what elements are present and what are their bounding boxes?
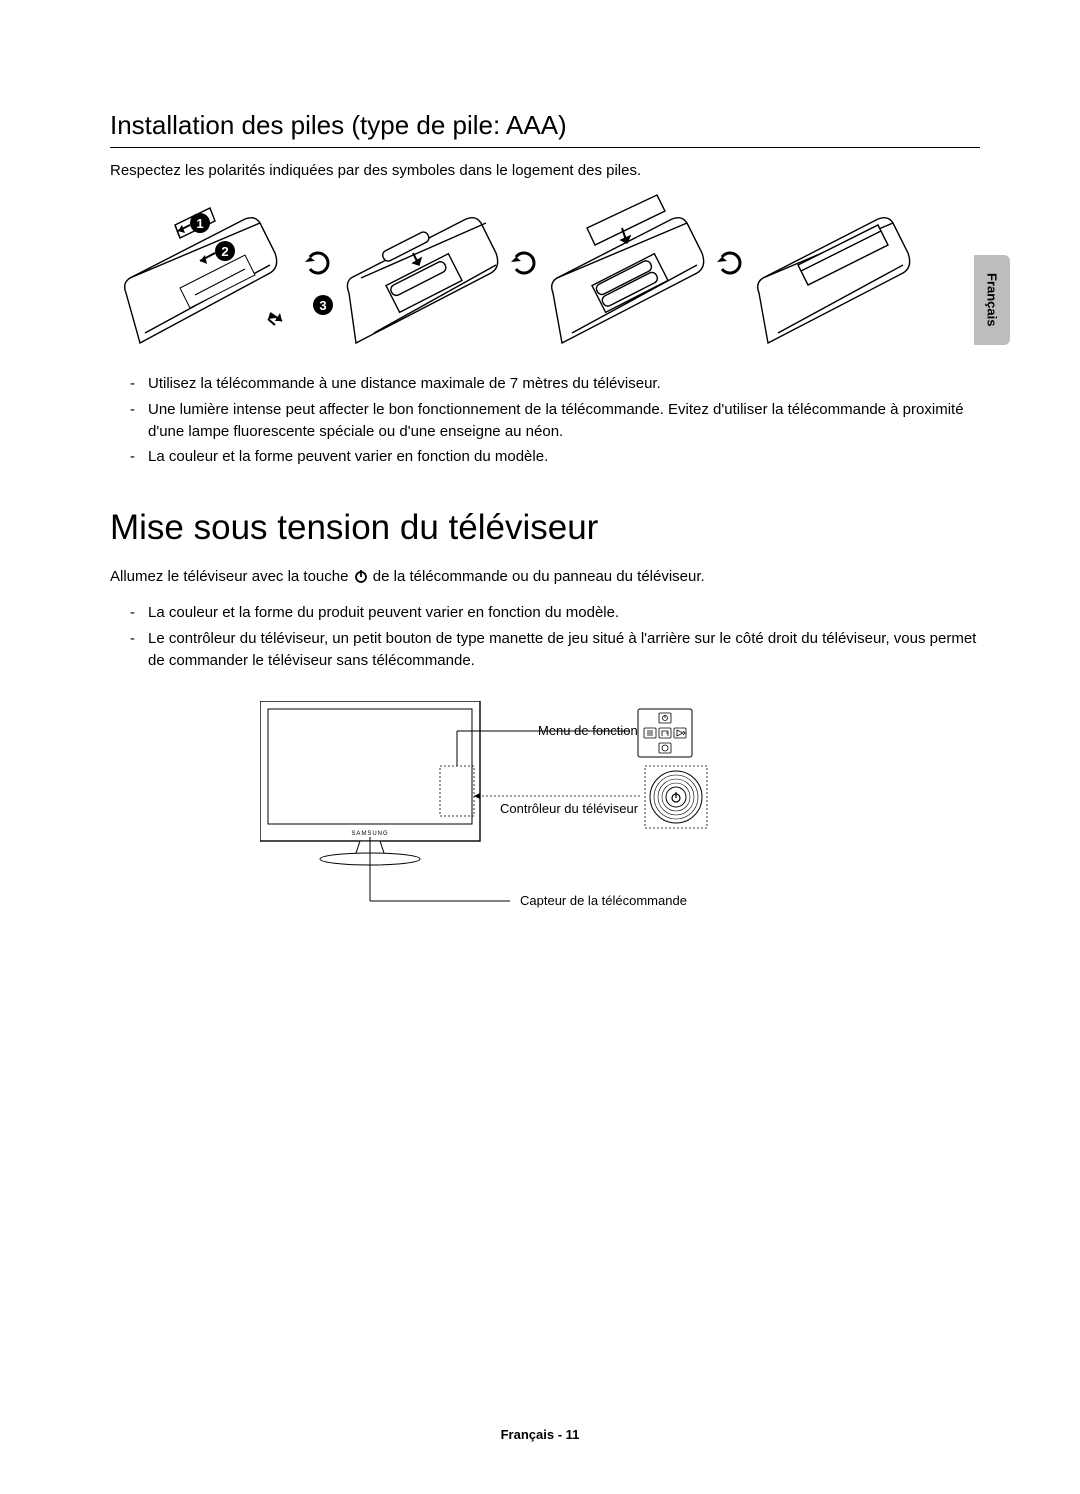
battery-step-4-illustration (753, 193, 913, 353)
rotate-arrow-icon (715, 193, 745, 353)
callout-menu: Menu de fonction (538, 723, 638, 738)
note-item: Une lumière intense peut affecter le bon… (130, 399, 980, 443)
manual-page: Français Installation des piles (type de… (0, 0, 1080, 1494)
note-item: La couleur et la forme du produit peuven… (130, 602, 980, 624)
lead-post: de la télécommande ou du panneau du télé… (369, 568, 705, 585)
step-num-3: 3 (319, 298, 326, 313)
tv-figure: SAMSUNG Menu de fonction (260, 701, 980, 936)
battery-step-3-illustration (547, 193, 707, 353)
rotate-arrow-icon (509, 193, 539, 353)
note-item: La couleur et la forme peuvent varier en… (130, 446, 980, 468)
section-power-lead: Allumez le téléviseur avec la touche de … (110, 568, 980, 588)
power-icon (353, 568, 369, 588)
rotate-arrow-icon (303, 193, 333, 353)
section-power-title: Mise sous tension du téléviseur (110, 508, 980, 548)
section-power-notes: La couleur et la forme du produit peuven… (110, 602, 980, 671)
battery-diagram-row: 1 2 (120, 193, 980, 353)
lead-pre: Allumez le téléviseur avec la touche (110, 568, 353, 585)
note-item: Le contrôleur du téléviseur, un petit bo… (130, 628, 980, 672)
section-battery-lead: Respectez les polarités indiquées par de… (110, 162, 980, 179)
language-tab: Français (974, 255, 1010, 345)
callout-sensor: Capteur de la télécommande (520, 893, 687, 908)
page-footer: Français - 11 (0, 1427, 1080, 1442)
section-battery-notes: Utilisez la télécommande à une distance … (110, 373, 980, 468)
step-num-2: 2 (221, 244, 228, 259)
tv-brand-label: SAMSUNG (351, 831, 388, 837)
language-tab-label: Français (985, 273, 1000, 326)
section-battery-title: Installation des piles (type de pile: AA… (110, 110, 980, 148)
callout-controller: Contrôleur du téléviseur (500, 801, 639, 816)
battery-step-2-illustration (341, 193, 501, 353)
note-item: Utilisez la télécommande à une distance … (130, 373, 980, 395)
step-num-1: 1 (196, 216, 203, 231)
battery-step-1-illustration: 1 2 (120, 193, 295, 353)
